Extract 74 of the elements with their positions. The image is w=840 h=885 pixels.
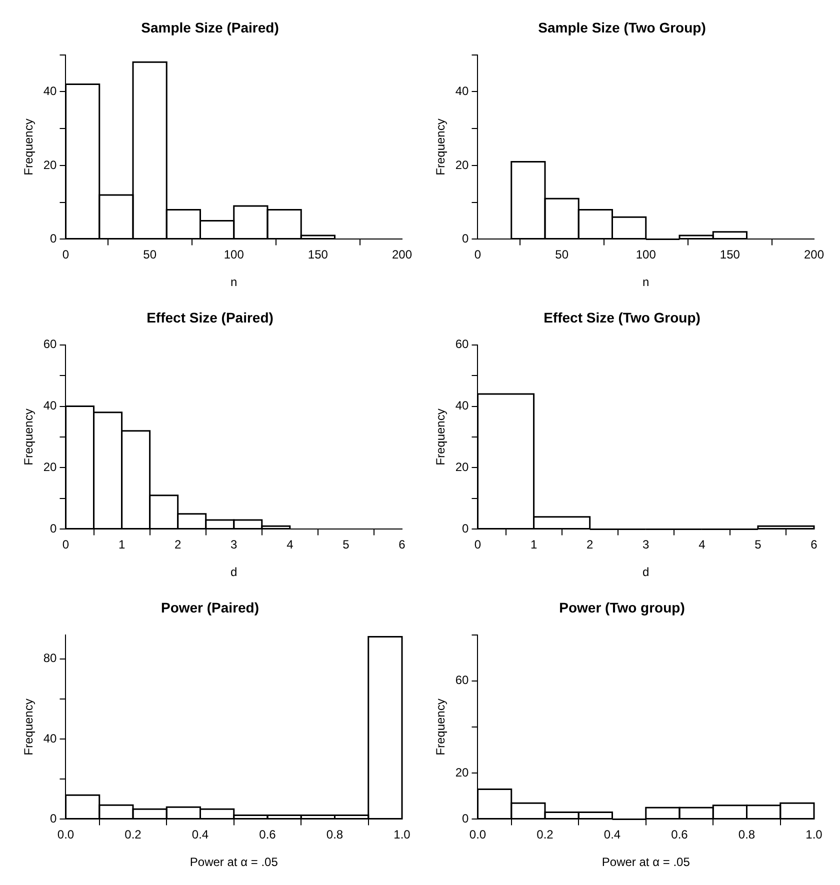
x-axis-title: d (230, 565, 238, 580)
x-tick-label: 150 (308, 248, 328, 262)
x-tick-label: 0.2 (124, 828, 142, 842)
y-tick-label: 40 (43, 731, 58, 746)
y-tick-label: 40 (455, 84, 470, 98)
x-tick-label: 50 (555, 248, 569, 262)
y-tick-label: 60 (455, 673, 470, 688)
y-tick-label: 0 (462, 812, 470, 826)
x-tick-label: 0 (62, 248, 70, 262)
y-tick-label: 20 (455, 460, 470, 474)
x-tick-label: 1.0 (806, 828, 823, 842)
x-tick-label: 5 (754, 538, 762, 552)
x-tick-label: 200 (804, 248, 824, 262)
x-tick-label: 200 (392, 248, 412, 262)
y-axis-title: Frequency (434, 698, 448, 756)
y-tick-label: 0 (50, 522, 58, 536)
chart-title: Effect Size (Paired) (146, 309, 274, 326)
y-tick-label: 0 (462, 232, 470, 246)
y-tick-label: 20 (455, 765, 470, 780)
chart-title: Power (Paired) (160, 599, 260, 616)
x-tick-label: 0.4 (604, 828, 621, 842)
x-tick-label: 0.6 (671, 828, 688, 842)
x-tick-label: 100 (636, 248, 656, 262)
y-axis-title: Frequency (22, 408, 36, 466)
x-tick-label: 0.0 (57, 828, 74, 842)
y-tick-label: 0 (462, 522, 470, 536)
x-tick-label: 100 (224, 248, 244, 262)
x-axis-title: n (230, 275, 238, 290)
y-tick-label: 80 (43, 651, 58, 666)
y-tick-label: 20 (43, 158, 58, 172)
x-tick-label: 1 (118, 538, 126, 552)
chart-title: Sample Size (Two Group) (538, 19, 706, 36)
x-tick-label: 2 (586, 538, 594, 552)
x-tick-label: 0.4 (192, 828, 209, 842)
x-tick-label: 1.0 (394, 828, 411, 842)
x-tick-label: 5 (342, 538, 350, 552)
x-tick-label: 4 (698, 538, 706, 552)
x-axis-title: d (642, 565, 650, 580)
y-tick-label: 0 (50, 232, 58, 246)
y-axis-title: Frequency (434, 408, 448, 466)
x-tick-label: 0 (474, 248, 482, 262)
y-axis-title: Frequency (22, 118, 36, 176)
x-tick-label: 6 (398, 538, 406, 552)
y-tick-label: 60 (43, 337, 58, 352)
x-tick-label: 150 (720, 248, 740, 262)
x-tick-label: 0.2 (536, 828, 554, 842)
x-axis-title: n (642, 275, 650, 290)
chart-title: Power (Two group) (559, 599, 685, 616)
x-tick-label: 0.0 (469, 828, 486, 842)
x-tick-label: 2 (174, 538, 182, 552)
x-tick-label: 50 (143, 248, 157, 262)
y-tick-label: 40 (455, 398, 470, 413)
x-axis-title: Power at α = .05 (190, 855, 278, 870)
x-tick-label: 3 (642, 538, 650, 552)
y-tick-label: 60 (455, 337, 470, 352)
y-tick-label: 20 (455, 158, 470, 172)
x-tick-label: 6 (810, 538, 818, 552)
x-tick-label: 0 (474, 538, 482, 552)
x-tick-label: 0 (62, 538, 70, 552)
y-tick-label: 40 (43, 398, 58, 413)
x-tick-label: 1 (530, 538, 538, 552)
x-tick-label: 0.6 (259, 828, 276, 842)
x-tick-label: 3 (230, 538, 238, 552)
x-tick-label: 0.8 (738, 828, 756, 842)
y-tick-label: 0 (50, 812, 58, 826)
x-tick-label: 0.8 (326, 828, 344, 842)
y-axis-title: Frequency (22, 698, 36, 756)
y-tick-label: 40 (43, 84, 58, 98)
chart-title: Sample Size (Paired) (141, 19, 279, 36)
y-axis-title: Frequency (434, 118, 448, 176)
x-axis-title: Power at α = .05 (602, 855, 690, 870)
chart-title: Effect Size (Two Group) (544, 309, 700, 326)
x-tick-label: 4 (286, 538, 294, 552)
y-tick-label: 20 (43, 460, 58, 474)
